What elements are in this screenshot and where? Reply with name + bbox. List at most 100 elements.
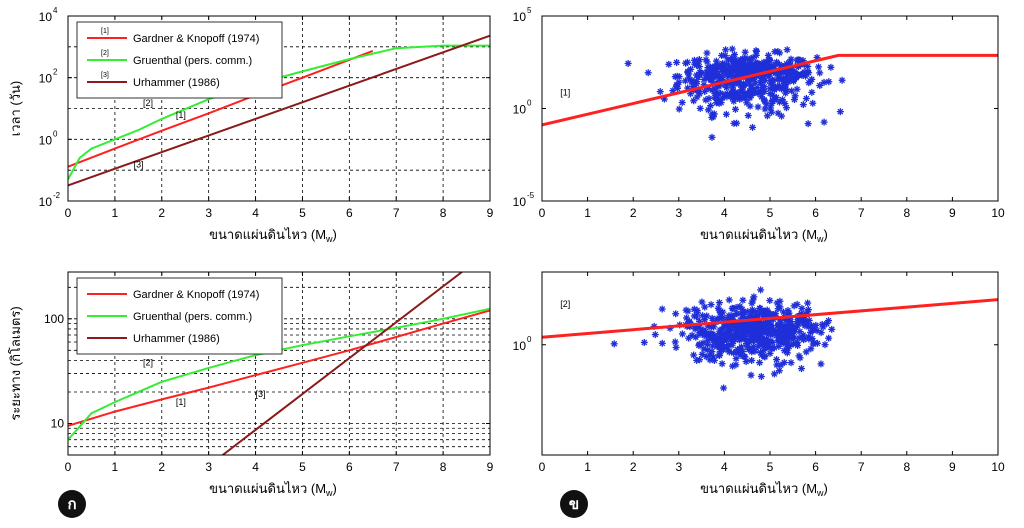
x-tick-label: 0 [539,206,546,220]
series-line-1 [68,49,374,168]
y-tick-label: 10 [39,10,53,24]
scatter-point [696,104,704,112]
scatter-point [767,104,775,112]
scatter-point [725,296,733,304]
series-lines [68,272,490,455]
x-axis-label-sub: w [325,488,333,498]
scatter-point [785,320,793,328]
scatter-point [766,349,774,357]
series-line-2 [68,44,490,180]
scatter-point [748,299,756,307]
series-lines [542,298,998,339]
x-axis-label-sub: w [325,234,333,244]
x-tick-label: 4 [721,206,728,220]
scatter-point [738,88,746,96]
legend-item: Urhammer (1986) [133,333,220,345]
scatter-point [768,76,776,84]
x-axis-label: ขนาดแผ่นดินไหว (Mw) [209,227,337,244]
scatter-point [731,89,739,97]
y-tick-label: 10 [513,10,527,24]
x-tick-label: 0 [65,460,72,474]
scatter-point [673,83,681,91]
annotation-label: [3] [256,389,266,399]
scatter-point [804,120,812,128]
scatter-point [746,94,754,102]
legend-tag: [2] [101,50,109,57]
x-axis-label-end: ) [333,227,337,242]
scatter-point [715,299,723,307]
x-axis-label-sub: w [816,234,824,244]
y-tick-label: 10 [513,339,527,353]
scatter-point [804,299,812,307]
scatter-point [684,307,692,315]
legend-item: Gardner & Knopoff (1974) [133,289,259,301]
scatter-point [793,85,801,93]
scatter-point [790,302,798,310]
scatter-point [741,353,749,361]
scatter-point [795,352,803,360]
scatter-point [762,100,770,108]
scatter-point [693,93,701,101]
x-tick-label: 5 [299,206,306,220]
scatter-point [788,87,796,95]
x-tick-label: 7 [393,206,400,220]
scatter-point [681,77,689,85]
scatter-point [671,338,679,346]
scatter-point [732,355,740,363]
scatter-point [749,54,757,62]
scatter-point [748,348,756,356]
series-line-2 [68,307,490,441]
x-axis-label-sub: w [816,488,824,498]
scatter-point [820,78,828,86]
annotation-label: [2] [143,98,153,108]
plot-frame [67,15,491,202]
scatter-point [782,331,790,339]
scatter-point [703,49,711,57]
scatter-point [821,341,829,349]
x-tick-label: 5 [767,206,774,220]
scatter-point [747,371,755,379]
scatter-point [752,47,760,55]
scatter-point [731,105,739,113]
y-tick-label-exp: 5 [527,6,532,15]
scatter-point [708,331,716,339]
y-tick-label-exp: 0 [527,335,532,344]
scatter-point [766,296,774,304]
scatter-point [808,88,816,96]
chart-distance-window: [2] [1] [3] 0 1 2 3 4 5 6 7 8 9 ขนาดแผ่นดินไหว (Mw) 10… [8,271,494,498]
series-line-3 [68,34,490,187]
scatter-point [672,344,680,352]
scatter-point [693,308,701,316]
x-tick-label: 5 [299,460,306,474]
scatter-point [757,286,765,294]
scatter-point [695,340,703,348]
scatter-point [805,335,813,343]
y-tick-label-exp: 0 [527,99,532,108]
y-tick-label: 10 [513,103,527,117]
x-tick-label: 3 [675,460,682,474]
scatter-point [820,118,828,126]
scatter-point [712,99,720,107]
scatter-point [678,330,686,338]
scatter-point [701,303,709,311]
x-tick-label: 1 [584,460,591,474]
scatter-point [750,293,758,301]
scatter-point [698,298,706,306]
scatter-point [673,58,681,66]
scatter-point [781,100,789,108]
scatter-point [729,312,737,320]
scatter-point [753,335,761,343]
scatter-point [640,338,648,346]
x-tick-label: 4 [252,460,259,474]
legend: Gardner & Knopoff (1974) [1] Gruenthal (pe… [76,21,283,99]
scatter-point [760,346,768,354]
scatter-point [731,332,739,340]
plot-frame [67,271,491,456]
scatter-point [707,301,715,309]
x-tick-label: 2 [158,206,165,220]
scatter-point [717,89,725,97]
scatter-point [778,96,786,104]
scatter-point [656,88,664,96]
